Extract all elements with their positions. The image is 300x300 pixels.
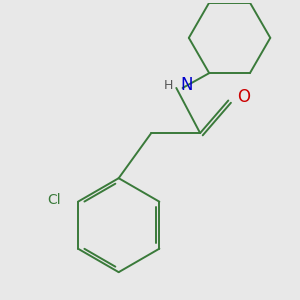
Text: N: N [180,76,193,94]
Text: O: O [237,88,250,106]
Text: Cl: Cl [47,194,60,207]
Text: H: H [164,79,173,92]
